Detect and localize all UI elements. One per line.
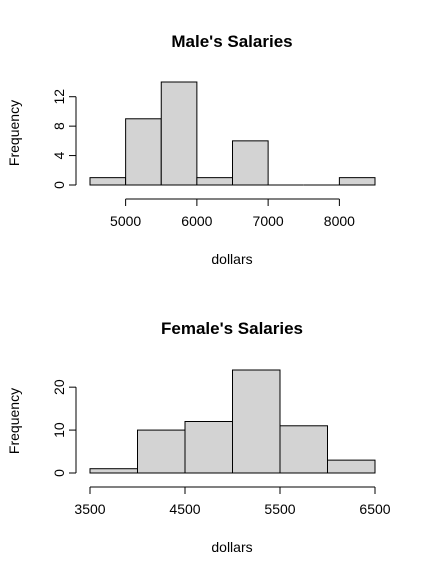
male-y-tick-label: 4 xyxy=(51,151,67,159)
female-y-tick-label: 0 xyxy=(51,469,67,477)
female-y-tick-label: 20 xyxy=(51,379,67,395)
female-bars xyxy=(89,369,376,474)
male-y-tick-label: 8 xyxy=(51,122,67,130)
male-bar-3 xyxy=(196,177,233,186)
female-bar-1 xyxy=(137,429,186,474)
male-bar-7 xyxy=(338,177,376,186)
female-x-tick-label: 3500 xyxy=(74,501,105,517)
male-histogram-panel: Male's Salaries Frequency dollars 5000 60… xyxy=(6,32,376,267)
male-x-tick-label: 8000 xyxy=(324,213,355,229)
female-x-tick-label: 4500 xyxy=(169,501,200,517)
female-bar-5 xyxy=(327,459,376,474)
female-histogram-panel: Female's Salaries Frequency dollars 3500… xyxy=(6,319,391,555)
female-x-tick-label: 6500 xyxy=(359,501,390,517)
male-y-tick-label: 0 xyxy=(51,181,67,189)
male-bar-4 xyxy=(232,140,269,186)
male-x-axis: 5000 6000 7000 8000 xyxy=(110,198,355,229)
male-bar-2 xyxy=(160,81,198,186)
female-y-tick-label: 10 xyxy=(51,422,67,438)
male-x-axis-label: dollars xyxy=(211,251,252,267)
female-x-tick-label: 5500 xyxy=(264,501,295,517)
male-chart-title: Male's Salaries xyxy=(171,32,292,51)
female-bar-4 xyxy=(279,425,328,474)
male-bar-0 xyxy=(89,177,127,186)
male-x-tick-label: 5000 xyxy=(110,213,141,229)
male-x-tick-label: 6000 xyxy=(181,213,212,229)
female-chart-title: Female's Salaries xyxy=(161,319,303,338)
female-x-axis-label: dollars xyxy=(211,539,252,555)
female-bar-2 xyxy=(184,421,233,474)
male-bars xyxy=(89,81,376,186)
male-bar-1 xyxy=(125,118,162,186)
female-y-axis: 0 10 20 xyxy=(51,379,77,477)
male-y-axis-label: Frequency xyxy=(6,100,22,166)
male-y-tick-label: 12 xyxy=(51,89,67,105)
male-y-axis: 0 4 8 12 xyxy=(51,89,77,189)
female-bar-0 xyxy=(89,468,138,474)
female-bar-3 xyxy=(232,369,281,474)
male-x-tick-label: 7000 xyxy=(253,213,284,229)
female-x-axis: 3500 4500 5500 6500 xyxy=(74,486,391,517)
female-y-axis-label: Frequency xyxy=(6,388,22,454)
